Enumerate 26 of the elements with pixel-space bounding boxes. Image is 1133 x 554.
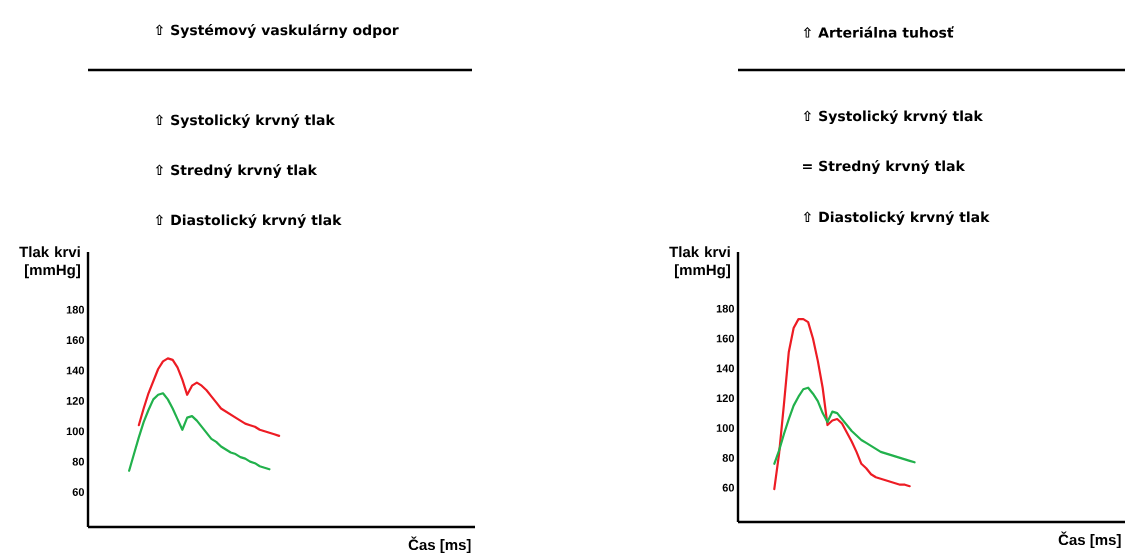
text: ⇧ Systolický krvný tlak <box>155 113 336 129</box>
text: ⇧ Systémový vaskulárny odpor <box>155 23 399 39</box>
y-tick-label: 80 <box>722 453 735 462</box>
y-tick-label: 160 <box>716 334 735 343</box>
y-tick-label: 140 <box>66 366 85 375</box>
text: ⇧ Diastolický krvný tlak <box>155 213 342 229</box>
x-axis-title: Čas [ms] <box>1058 531 1121 549</box>
text: ⇧ Arteriálna tuhosť <box>803 26 954 38</box>
text: ⇧ Systolický krvný tlak <box>803 109 984 125</box>
y-tick-label: 180 <box>66 305 85 314</box>
y-tick-label: 180 <box>716 304 735 313</box>
y-tick-label: 100 <box>716 424 735 432</box>
text: ⇧ Diastolický krvný tlak <box>803 210 990 226</box>
y-tick-label: 120 <box>66 397 85 405</box>
y-tick-label: 100 <box>66 427 85 436</box>
y-tick-label: 80 <box>72 457 85 466</box>
y-tick-label: 160 <box>66 336 85 345</box>
text: = Stredný krvný tlak <box>803 159 966 175</box>
y-tick-label: 60 <box>722 483 735 492</box>
y-tick-label: 140 <box>716 364 735 373</box>
y-tick-label: 120 <box>716 394 735 403</box>
y-tick-label: 60 <box>72 488 85 496</box>
y-axis-title: Tlak krvi [mmHg] <box>669 246 730 279</box>
y-axis-title: Tlak krvi [mmHg] <box>19 246 80 279</box>
x-axis-title: Čas [ms] <box>408 536 471 554</box>
text: ⇧ Stredný krvný tlak <box>155 163 318 179</box>
